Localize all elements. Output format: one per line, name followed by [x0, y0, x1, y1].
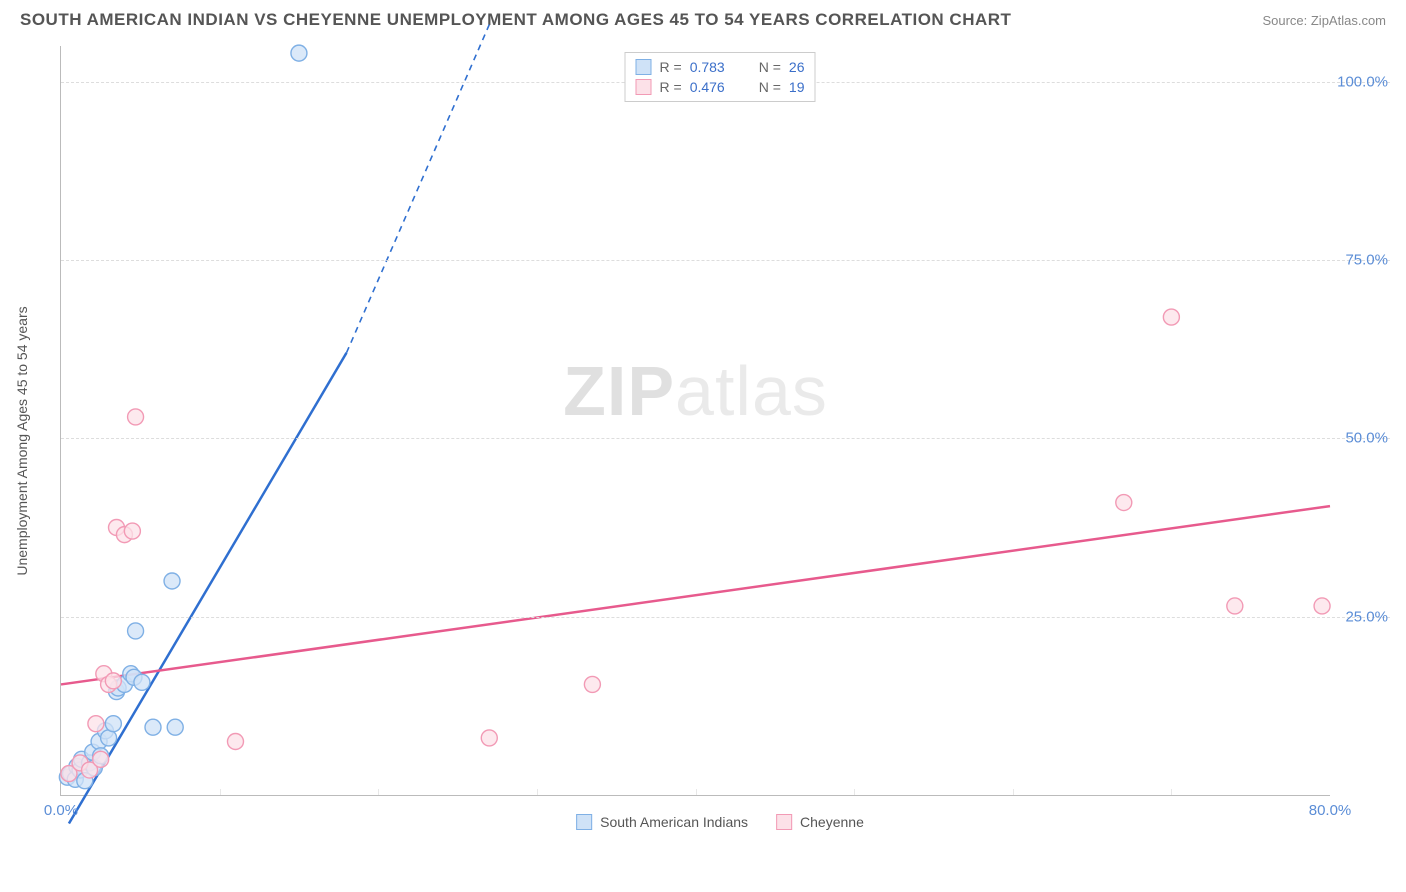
data-point	[167, 719, 183, 735]
legend-label: Cheyenne	[800, 814, 864, 830]
data-point	[481, 730, 497, 746]
legend-item: South American Indians	[576, 814, 748, 830]
n-label: N =	[759, 79, 781, 95]
n-value: 19	[789, 79, 805, 95]
gridline-horizontal	[61, 438, 1390, 439]
data-point	[93, 751, 109, 767]
x-minor-tick	[378, 789, 379, 795]
plot-area: ZIPatlas 25.0%50.0%75.0%100.0%0.0%80.0%	[60, 46, 1330, 796]
x-minor-tick	[1013, 789, 1014, 795]
legend-stats: R = 0.783 N = 26 R = 0.476 N = 19	[625, 52, 816, 102]
x-minor-tick	[537, 789, 538, 795]
legend-item: Cheyenne	[776, 814, 864, 830]
chart-svg	[61, 46, 1330, 795]
gridline-horizontal	[61, 617, 1390, 618]
n-label: N =	[759, 59, 781, 75]
legend-series: South American Indians Cheyenne	[576, 814, 864, 830]
data-point	[164, 573, 180, 589]
data-point	[145, 719, 161, 735]
x-tick-label: 80.0%	[1309, 802, 1352, 819]
legend-label: South American Indians	[600, 814, 748, 830]
trend-line-dashed	[347, 25, 490, 353]
y-tick-label: 100.0%	[1337, 73, 1388, 90]
data-point	[291, 45, 307, 61]
legend-swatch	[636, 59, 652, 75]
legend-swatch	[576, 814, 592, 830]
y-tick-label: 75.0%	[1345, 252, 1388, 269]
x-tick-label: 0.0%	[44, 802, 78, 819]
trend-line	[69, 353, 347, 824]
data-point	[584, 676, 600, 692]
legend-swatch	[776, 814, 792, 830]
trend-line	[61, 506, 1330, 684]
gridline-horizontal	[61, 260, 1390, 261]
data-point	[105, 673, 121, 689]
r-value: 0.783	[690, 59, 725, 75]
r-label: R =	[660, 79, 682, 95]
y-tick-label: 25.0%	[1345, 608, 1388, 625]
x-minor-tick	[1171, 789, 1172, 795]
data-point	[1314, 598, 1330, 614]
y-tick-label: 50.0%	[1345, 430, 1388, 447]
title-bar: SOUTH AMERICAN INDIAN VS CHEYENNE UNEMPL…	[0, 0, 1406, 36]
source-label: Source: ZipAtlas.com	[1262, 13, 1386, 28]
data-point	[1163, 309, 1179, 325]
chart-title: SOUTH AMERICAN INDIAN VS CHEYENNE UNEMPL…	[20, 10, 1011, 30]
data-point	[105, 716, 121, 732]
x-minor-tick	[696, 789, 697, 795]
x-minor-tick	[854, 789, 855, 795]
legend-stats-row: R = 0.783 N = 26	[636, 57, 805, 77]
data-point	[88, 716, 104, 732]
data-point	[101, 730, 117, 746]
data-point	[227, 734, 243, 750]
legend-stats-row: R = 0.476 N = 19	[636, 77, 805, 97]
n-value: 26	[789, 59, 805, 75]
legend-swatch	[636, 79, 652, 95]
data-point	[128, 623, 144, 639]
plot-container: Unemployment Among Ages 45 to 54 years Z…	[50, 46, 1390, 836]
data-point	[128, 409, 144, 425]
data-point	[1227, 598, 1243, 614]
r-label: R =	[660, 59, 682, 75]
data-point	[1116, 495, 1132, 511]
data-point	[134, 674, 150, 690]
r-value: 0.476	[690, 79, 725, 95]
y-axis-label: Unemployment Among Ages 45 to 54 years	[14, 306, 30, 575]
x-minor-tick	[220, 789, 221, 795]
data-point	[124, 523, 140, 539]
